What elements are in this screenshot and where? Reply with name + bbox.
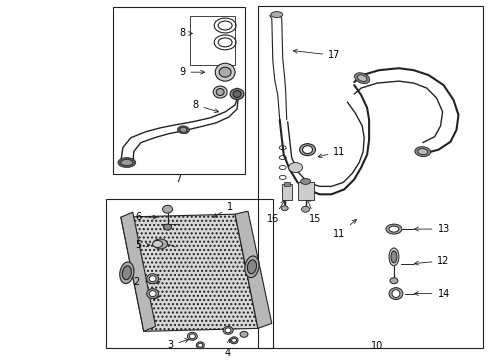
Ellipse shape <box>149 276 156 282</box>
Text: 8: 8 <box>179 28 192 39</box>
Ellipse shape <box>146 274 158 284</box>
Text: 11: 11 <box>318 147 345 158</box>
Text: 12: 12 <box>414 256 449 266</box>
Ellipse shape <box>390 251 396 263</box>
Ellipse shape <box>122 266 131 280</box>
Ellipse shape <box>163 224 171 230</box>
Ellipse shape <box>230 89 244 99</box>
Ellipse shape <box>189 334 195 339</box>
Ellipse shape <box>357 75 366 81</box>
Text: 3: 3 <box>167 339 188 350</box>
Ellipse shape <box>180 127 186 132</box>
Polygon shape <box>235 211 271 328</box>
Ellipse shape <box>391 290 399 298</box>
Ellipse shape <box>216 89 224 95</box>
Ellipse shape <box>219 67 231 77</box>
Text: 10: 10 <box>370 341 383 351</box>
Ellipse shape <box>240 331 247 337</box>
Ellipse shape <box>233 91 241 98</box>
Ellipse shape <box>388 248 398 266</box>
Ellipse shape <box>196 342 204 349</box>
Ellipse shape <box>152 240 162 247</box>
Text: 4: 4 <box>224 339 231 358</box>
Ellipse shape <box>177 126 189 134</box>
Ellipse shape <box>224 328 231 333</box>
Ellipse shape <box>213 86 226 98</box>
Ellipse shape <box>414 147 430 157</box>
Ellipse shape <box>281 206 287 211</box>
Polygon shape <box>121 214 257 331</box>
Bar <box>257 6 482 348</box>
Text: 13: 13 <box>414 224 449 234</box>
Text: 15: 15 <box>306 199 321 224</box>
Ellipse shape <box>215 63 235 81</box>
Text: 17: 17 <box>293 49 340 60</box>
Text: 14: 14 <box>414 289 449 298</box>
Text: 5: 5 <box>135 240 150 250</box>
Ellipse shape <box>223 327 233 334</box>
Bar <box>190 15 235 65</box>
Ellipse shape <box>231 338 236 342</box>
Ellipse shape <box>388 288 402 300</box>
Ellipse shape <box>187 332 197 340</box>
Ellipse shape <box>120 262 134 284</box>
Text: 6: 6 <box>135 212 157 222</box>
Bar <box>106 199 272 348</box>
Ellipse shape <box>230 337 238 344</box>
Ellipse shape <box>146 289 158 298</box>
Bar <box>297 183 313 200</box>
Text: 16: 16 <box>266 201 284 224</box>
Ellipse shape <box>118 158 136 167</box>
Ellipse shape <box>385 224 401 234</box>
Ellipse shape <box>389 278 397 284</box>
Ellipse shape <box>302 146 312 154</box>
Ellipse shape <box>162 205 172 213</box>
Ellipse shape <box>244 256 259 278</box>
Ellipse shape <box>149 291 156 297</box>
Bar <box>281 184 291 200</box>
Ellipse shape <box>247 260 256 274</box>
Polygon shape <box>121 212 155 331</box>
Bar <box>283 183 289 186</box>
Ellipse shape <box>417 149 427 155</box>
Ellipse shape <box>354 73 369 84</box>
Ellipse shape <box>153 239 167 249</box>
Text: 2: 2 <box>133 277 160 287</box>
Text: 9: 9 <box>179 67 204 77</box>
Ellipse shape <box>299 144 315 156</box>
Ellipse shape <box>388 226 398 232</box>
Ellipse shape <box>300 179 310 184</box>
Ellipse shape <box>301 206 309 212</box>
Ellipse shape <box>198 343 203 347</box>
Ellipse shape <box>270 12 282 18</box>
Ellipse shape <box>121 159 133 166</box>
Ellipse shape <box>288 163 302 172</box>
Bar <box>113 6 244 175</box>
Text: 1: 1 <box>213 202 233 217</box>
Text: 7: 7 <box>175 175 181 184</box>
Text: 11: 11 <box>332 220 356 239</box>
Text: 8: 8 <box>192 100 218 113</box>
